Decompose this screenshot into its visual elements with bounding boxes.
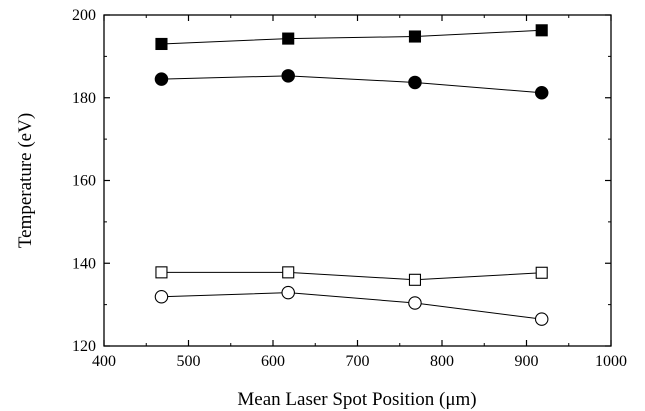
open-square-series-line	[161, 271, 542, 281]
y-tick-label: 140	[72, 255, 96, 272]
x-tick-label: 500	[177, 353, 201, 370]
open-square-point	[535, 266, 548, 279]
open-square-point	[408, 273, 422, 286]
x-tick-label: 400	[92, 353, 116, 370]
open-circle-point	[408, 296, 422, 310]
y-axis: 120 140 160 180 200	[72, 7, 611, 355]
open-circle-series-line	[161, 292, 542, 320]
x-tick-label: 600	[261, 353, 285, 370]
x-tick-label: 800	[430, 353, 454, 370]
y-tick-label: 160	[72, 173, 96, 190]
filled-square-point	[408, 30, 422, 43]
x-tick-label: 900	[515, 353, 539, 370]
y-tick-label: 200	[72, 7, 96, 24]
y-axis-label: Temperature (eV)	[15, 113, 36, 248]
open-circle-point	[154, 290, 169, 304]
filled-circle-series	[154, 69, 549, 100]
open-circle-point	[281, 285, 295, 300]
x-tick-label: 700	[346, 353, 370, 370]
filled-square-point	[155, 37, 168, 51]
open-square-series	[155, 266, 548, 286]
y-tick-label: 120	[72, 338, 96, 355]
open-square-point	[155, 266, 168, 279]
open-circle-point	[534, 312, 549, 326]
x-tick-label: 1000	[595, 353, 627, 370]
filled-circle-point	[154, 72, 169, 86]
filled-square-point	[282, 32, 295, 45]
x-axis-label: Mean Laser Spot Position (μm)	[237, 389, 476, 410]
filled-square-series	[155, 24, 548, 51]
filled-circle-point	[534, 86, 549, 100]
x-axis: 400 500 600 700 800 900 1000	[92, 15, 627, 370]
series-layer	[154, 24, 549, 326]
filled-square-point	[535, 24, 548, 37]
filled-circle-series-line	[161, 75, 542, 94]
filled-circle-point	[408, 75, 422, 90]
open-circle-series	[154, 285, 549, 326]
open-square-point	[282, 266, 295, 279]
filled-square-series-line	[161, 29, 542, 45]
y-tick-label: 180	[72, 90, 96, 107]
filled-circle-point	[281, 69, 295, 83]
